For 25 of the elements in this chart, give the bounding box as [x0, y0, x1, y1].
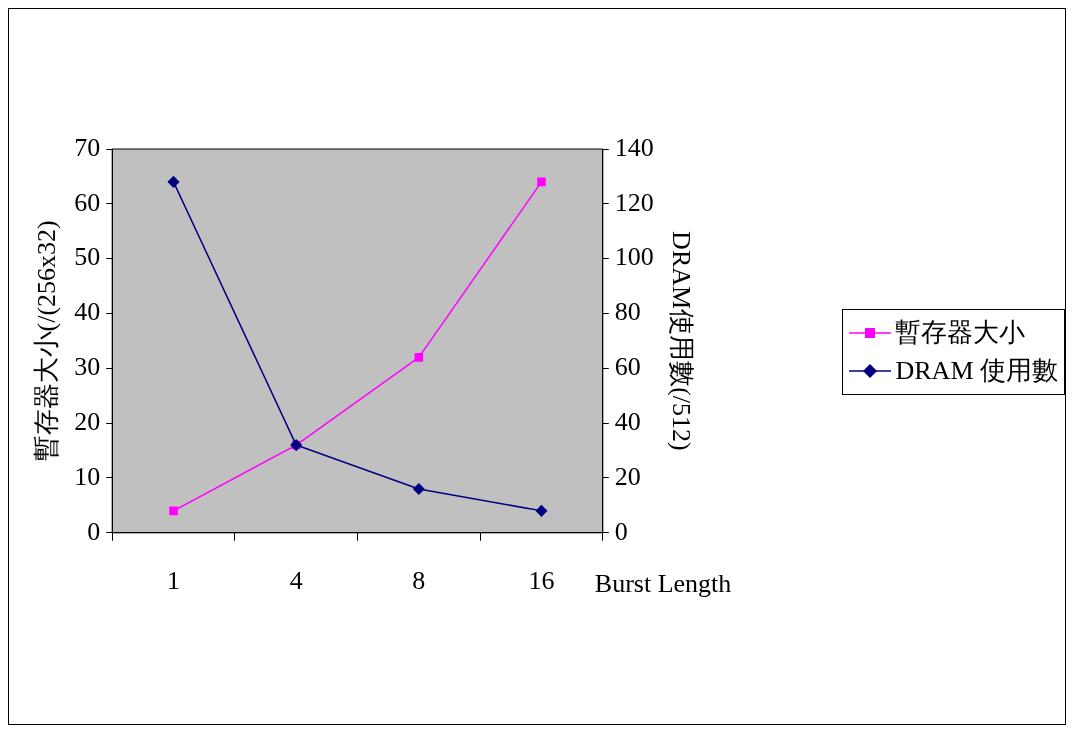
- x-tick-label: 16: [528, 566, 555, 596]
- legend-label: DRAM 使用數: [895, 355, 1058, 387]
- y-axis-title: 暫存器大小(/(256x32): [32, 220, 62, 462]
- y-tick-label: 10: [74, 461, 101, 491]
- y2-tick-label: 100: [614, 242, 654, 272]
- legend-label: 暫存器大小: [895, 317, 1026, 349]
- y2-tick-label: 140: [614, 132, 654, 162]
- y2-tick-label: 20: [614, 461, 641, 491]
- y2-tick-label: 0: [614, 516, 628, 546]
- x-tick-label: 4: [289, 566, 303, 596]
- y-tick-label: 50: [74, 242, 101, 272]
- y2-axis-title: DRAM使用數(/512): [666, 231, 696, 451]
- x-axis-title: Burst Length: [594, 568, 732, 598]
- x-tick-label: 1: [167, 566, 181, 596]
- x-tick-label: 8: [412, 566, 426, 596]
- y2-tick-label: 120: [614, 187, 654, 217]
- y-tick-label: 70: [74, 132, 101, 162]
- y2-tick-label: 60: [614, 352, 641, 382]
- y-tick-label: 30: [74, 352, 101, 382]
- y-tick-label: 60: [74, 187, 101, 217]
- y-tick-label: 40: [74, 297, 101, 327]
- y-tick-label: 0: [87, 516, 101, 546]
- y2-tick-label: 80: [614, 297, 641, 327]
- y2-tick-label: 40: [614, 406, 641, 436]
- y-tick-label: 20: [74, 406, 101, 436]
